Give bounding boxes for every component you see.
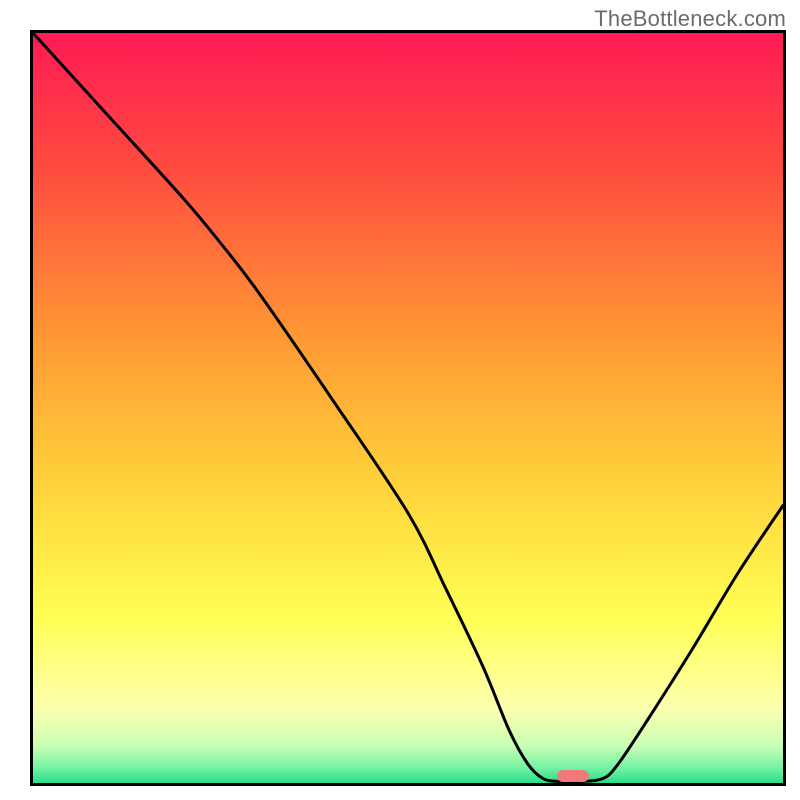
chart-curve-svg	[33, 33, 783, 783]
chart-frame	[30, 30, 786, 786]
chart-curve-path	[33, 33, 783, 782]
chart-marker	[557, 770, 589, 782]
watermark-text: TheBottleneck.com	[594, 6, 786, 32]
